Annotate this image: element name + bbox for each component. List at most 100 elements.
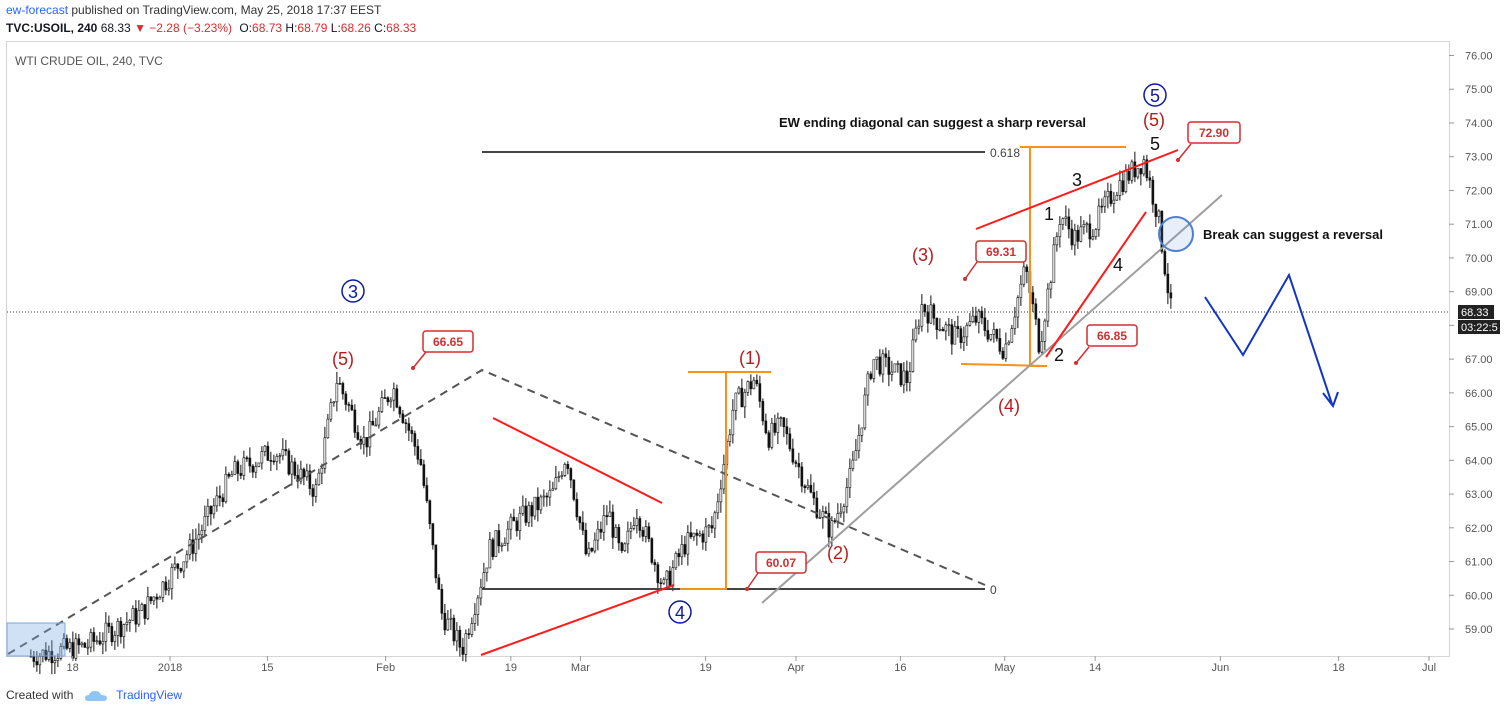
tag-69-31: 69.31 <box>986 245 1016 259</box>
price-tick-label: 73.00 <box>1465 152 1493 164</box>
chart-pane[interactable] <box>6 41 1450 657</box>
time-tick-label: Feb <box>376 662 395 674</box>
candle-body <box>299 468 303 482</box>
time-axis[interactable]: 18 2018 15 Feb 19 Mar 19 Apr 16 May 14 Jun 18 Jul <box>66 656 1436 674</box>
candle-body <box>116 620 120 636</box>
candle-body <box>695 532 699 536</box>
candle-body <box>842 506 846 513</box>
candle-body <box>143 604 147 619</box>
candle-body <box>917 325 921 329</box>
last-price: 68.33 <box>100 21 131 35</box>
candle-body <box>32 655 36 662</box>
candle-body <box>644 526 648 537</box>
candle-body <box>1061 218 1065 225</box>
candle-body <box>788 433 792 450</box>
candle-body <box>593 539 597 552</box>
candle-body <box>563 464 567 476</box>
candle-body <box>170 567 174 589</box>
candle-body <box>803 485 807 488</box>
candle-body <box>74 638 78 659</box>
candle-body <box>542 495 546 498</box>
candle-body <box>413 433 417 447</box>
symbol-legend: TVC:USOIL, 240 68.33 ▼ −2.28 (−3.23%) O:… <box>6 21 416 35</box>
candle-body <box>989 334 993 340</box>
tradingview-link[interactable]: TradingView <box>116 688 183 702</box>
range-highlight <box>6 622 66 657</box>
candle-body <box>1088 223 1092 240</box>
candle-body <box>794 461 798 464</box>
triangle-upper-line <box>492 417 663 504</box>
diagonal-lower-line <box>1045 211 1147 358</box>
candle-body <box>884 353 888 358</box>
candle-body <box>410 430 414 434</box>
candle-body <box>764 420 768 434</box>
candle-body <box>782 417 786 428</box>
candle-body <box>392 388 396 401</box>
candle-body <box>251 465 255 473</box>
candle-body <box>416 446 420 460</box>
candle-body <box>365 437 369 448</box>
candle-body <box>452 617 456 642</box>
candle-body <box>923 304 927 313</box>
candle-body <box>44 649 48 660</box>
candle-body <box>71 642 75 659</box>
candle-body <box>473 614 477 624</box>
candle-body <box>584 529 588 555</box>
candle-body <box>740 387 744 408</box>
candle-body <box>137 610 141 625</box>
candle-body <box>950 324 954 345</box>
candle-body <box>881 353 885 375</box>
candle-body <box>494 530 498 557</box>
author-link[interactable]: ew-forecast <box>6 3 69 17</box>
candle-body <box>752 379 756 390</box>
candle-body <box>266 445 270 461</box>
sub-wave-2: 2 <box>1054 345 1064 365</box>
sub-wave-1: 1 <box>1044 204 1054 224</box>
candle-body <box>377 411 381 426</box>
candle-body <box>1043 320 1047 342</box>
candle-body <box>677 553 681 558</box>
candle-body <box>845 487 849 507</box>
candle-body <box>767 432 771 448</box>
candle-body <box>140 604 144 611</box>
candle-body <box>926 311 930 324</box>
candle-body <box>290 461 294 475</box>
time-tick-label: 14 <box>1089 662 1101 674</box>
price-tick-label: 61.00 <box>1465 557 1493 569</box>
candle-body <box>419 459 423 465</box>
time-tick-label: Apr <box>787 662 804 674</box>
candle-body <box>119 620 123 637</box>
candle-body <box>731 410 735 436</box>
diagonal-upper-line <box>975 149 1179 230</box>
candle-body <box>383 397 387 399</box>
candle-body <box>533 496 537 517</box>
candle-body <box>566 464 570 469</box>
candle-body <box>194 538 198 554</box>
price-axis[interactable]: 59.00 60.00 61.00 62.00 63.00 64.00 65.00 66.00… <box>1449 50 1493 636</box>
candle-body <box>743 391 747 408</box>
candle-body <box>1124 170 1128 192</box>
candle-body <box>80 642 84 646</box>
candle-body <box>347 404 351 406</box>
candle-body <box>698 533 702 536</box>
candle-body <box>1076 229 1080 242</box>
candle-body <box>386 397 390 403</box>
candle-body <box>455 629 459 642</box>
candle-body <box>713 512 717 529</box>
candle-body <box>860 427 864 436</box>
candle-body <box>464 633 468 655</box>
countdown-label: 03:22:5 <box>1461 322 1498 334</box>
price-tick-label: 67.00 <box>1465 354 1493 366</box>
candle-body <box>77 638 81 646</box>
candle-body <box>209 505 213 515</box>
candle-body <box>1142 159 1146 175</box>
candle-body <box>338 383 342 385</box>
candle-body <box>1004 343 1008 359</box>
open-value: 68.73 <box>252 21 283 35</box>
candle-body <box>587 547 591 555</box>
tag-72-90: 72.90 <box>1199 126 1229 140</box>
wave-label-3: (3) <box>912 245 934 265</box>
candle-body <box>335 383 339 403</box>
candle-body <box>1103 196 1107 207</box>
candle-body <box>728 434 732 442</box>
